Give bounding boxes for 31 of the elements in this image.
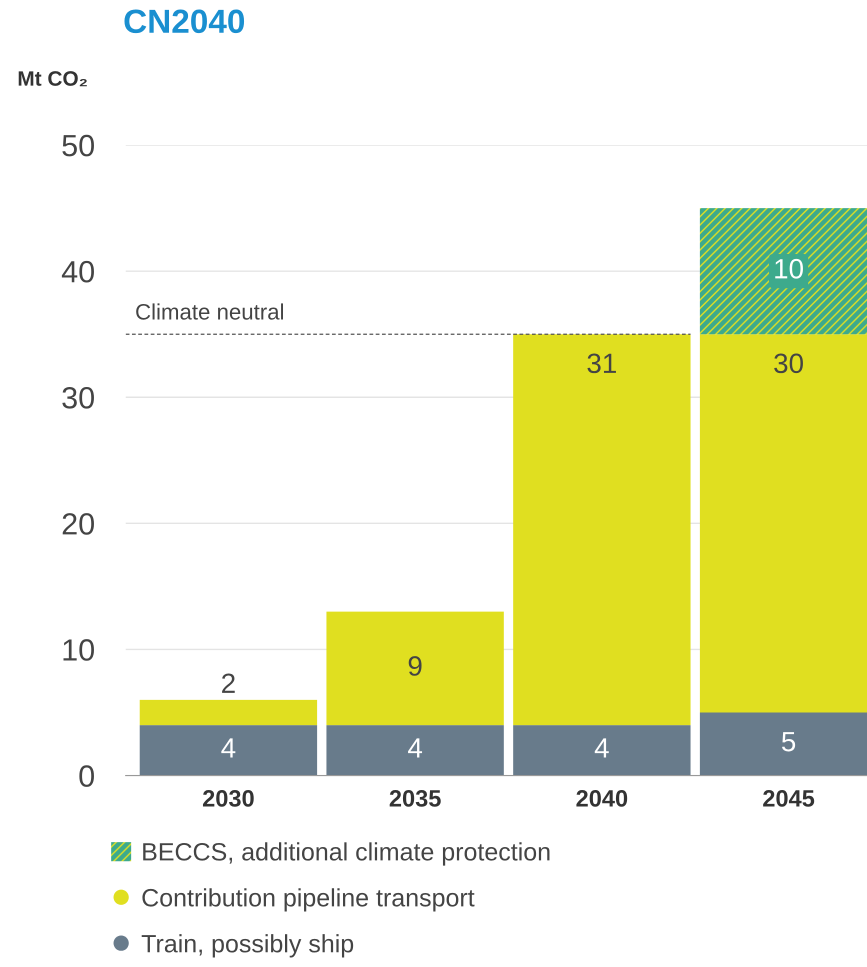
x-tick-label: 2030 <box>202 790 254 807</box>
y-tick-label: 30 <box>62 386 94 409</box>
x-tick-label: 2040 <box>576 790 628 807</box>
data-label: 2 <box>222 673 235 693</box>
y-tick-label: 40 <box>62 260 94 283</box>
data-label: 31 <box>587 354 616 374</box>
legend-label: Contribution pipeline transport <box>142 888 474 912</box>
data-label: 9 <box>408 656 422 676</box>
x-tick-label: 2035 <box>390 790 441 807</box>
y-tick-label: 50 <box>62 134 94 156</box>
y-tick-label: 10 <box>64 639 94 661</box>
data-label: 4 <box>221 738 236 758</box>
data-label: 5 <box>782 732 796 752</box>
data-label: 10 <box>775 258 803 279</box>
y-tick-label: 0 <box>79 765 94 787</box>
bar <box>513 334 691 726</box>
legend-label: BECCS, additional climate protection <box>143 842 550 866</box>
data-label: 30 <box>774 354 803 374</box>
bar <box>140 725 318 776</box>
legend-label: Train, possibly ship <box>142 934 354 958</box>
chart-title: CN2040 <box>124 10 244 34</box>
bar <box>513 725 691 776</box>
bar <box>326 725 504 776</box>
data-label: 4 <box>594 738 609 758</box>
y-axis-title: Mt CO₂ <box>18 71 87 86</box>
x-tick-label: 2045 <box>763 790 814 807</box>
data-label: 4 <box>408 738 422 758</box>
bar <box>326 612 504 726</box>
ref-line-label: Climate neutral <box>136 303 284 320</box>
bar <box>140 700 318 726</box>
y-tick-label: 20 <box>62 513 94 535</box>
